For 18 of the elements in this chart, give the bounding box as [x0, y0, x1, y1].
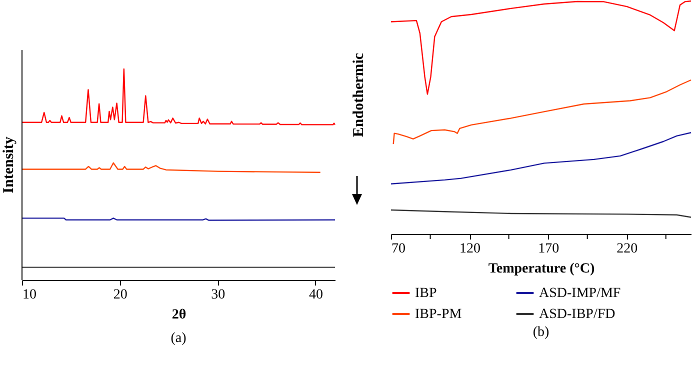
x-tick-label: 20	[113, 288, 128, 302]
y-axis-title: Intensity	[1, 136, 17, 194]
x-axis-title: 2θ	[172, 308, 186, 322]
x-axis-title: Temperature (°C)	[488, 262, 595, 276]
legend-label: IBP	[415, 286, 437, 301]
x-tick-label: 40	[308, 288, 323, 302]
x-tick-label: 120	[460, 242, 481, 256]
y-axis-title: Endothermic	[351, 52, 367, 138]
text: (b)	[532, 325, 550, 340]
x-tick-label: 70	[392, 242, 406, 256]
x-tick-label: 170	[538, 242, 560, 256]
x-tick-label: 30	[211, 288, 226, 302]
x-tick-label: 10	[22, 288, 36, 302]
legend-label: ASD-IMP/MF	[539, 286, 621, 301]
x-tick-label: 220	[616, 242, 638, 256]
text: (a)	[170, 331, 187, 346]
legend-label: ASD-IBP/FD	[539, 307, 616, 322]
legend-label: IBP-PM	[415, 307, 462, 322]
